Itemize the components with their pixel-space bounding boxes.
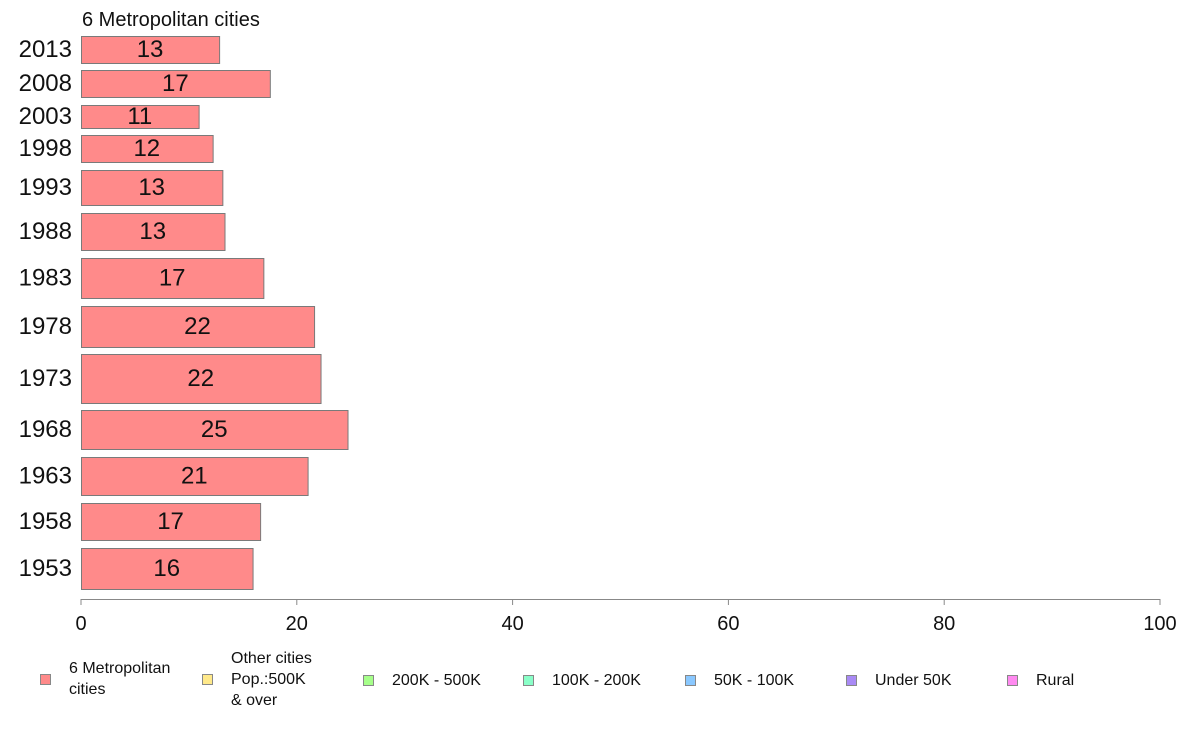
legend-swatch bbox=[202, 674, 213, 685]
bar-1953 bbox=[81, 548, 254, 590]
bar-value-label: 22 bbox=[184, 313, 211, 340]
bar-1978 bbox=[81, 306, 316, 348]
x-tick-label: 60 bbox=[717, 613, 739, 635]
legend-item-under-50k: Under 50K bbox=[846, 670, 952, 691]
bar-1973 bbox=[81, 354, 322, 404]
category-label: 1998 bbox=[19, 135, 72, 162]
x-tick-label: 100 bbox=[1143, 613, 1176, 635]
bar-value-label: 17 bbox=[159, 265, 186, 292]
bar-chart: 6 Metropolitan cities 132013172008112003… bbox=[19, 9, 1177, 635]
legend-label: 50K - 100K bbox=[714, 672, 795, 689]
bar-value-label: 22 bbox=[187, 365, 214, 392]
legend-swatch bbox=[1007, 675, 1018, 686]
chart-title: 6 Metropolitan cities bbox=[82, 9, 260, 31]
x-tick-label: 80 bbox=[933, 613, 955, 635]
bar-1988 bbox=[81, 213, 226, 251]
bar-1993 bbox=[81, 170, 224, 206]
legend-label: Other cities Pop.:500K & over bbox=[231, 650, 312, 709]
bar-2013 bbox=[81, 36, 221, 64]
legend: 6 Metropolitan cities Other cities Pop.:… bbox=[0, 646, 1188, 726]
x-axis: 0 20 40 60 80 100 bbox=[75, 599, 1177, 635]
category-label: 1988 bbox=[19, 218, 72, 245]
bar-value-label: 25 bbox=[201, 416, 228, 443]
legend-swatch bbox=[846, 675, 857, 686]
legend-swatch bbox=[363, 675, 374, 686]
category-label: 1953 bbox=[19, 555, 72, 582]
legend-swatch bbox=[523, 675, 534, 686]
bar-2008 bbox=[81, 70, 271, 98]
legend-swatch bbox=[40, 673, 51, 685]
bar-2003 bbox=[81, 105, 200, 129]
legend-item-other-cities: Other cities Pop.:500K & over bbox=[202, 648, 312, 711]
legend-item-50k-100k: 50K - 100K bbox=[685, 670, 794, 691]
legend-label: 200K - 500K bbox=[392, 672, 481, 689]
x-tick-label: 40 bbox=[501, 613, 523, 635]
category-label: 2003 bbox=[19, 103, 72, 130]
legend-label: 6 Metropolitan cities bbox=[69, 660, 171, 698]
category-label: 1983 bbox=[19, 265, 72, 292]
bar-1958 bbox=[81, 503, 262, 541]
bar-value-label: 17 bbox=[162, 70, 189, 97]
legend-item-metropolitan: 6 Metropolitan cities bbox=[40, 658, 170, 700]
legend-swatch bbox=[685, 675, 696, 686]
legend-label: Rural bbox=[1036, 672, 1075, 689]
bar-value-label: 12 bbox=[133, 135, 160, 162]
category-label: 1963 bbox=[19, 463, 72, 490]
bar-1968 bbox=[81, 410, 349, 450]
bars-group: 13 2013 17 2008 11 2003 12 1998 13 1993 13 1988 17 19… bbox=[19, 36, 349, 590]
legend-label: Under 50K bbox=[875, 672, 952, 689]
bar-value-label: 17 bbox=[157, 508, 184, 535]
bar-1998 bbox=[81, 135, 214, 163]
bar-value-label: 13 bbox=[138, 174, 165, 201]
category-label: 1978 bbox=[19, 313, 72, 340]
legend-label: 100K - 200K bbox=[552, 672, 641, 689]
category-label: 2008 bbox=[19, 70, 72, 97]
legend-item-rural: Rural bbox=[1007, 670, 1074, 691]
category-label: 1973 bbox=[19, 365, 72, 392]
category-label: 1968 bbox=[19, 416, 72, 443]
legend-item-200k-500k: 200K - 500K bbox=[363, 670, 481, 691]
category-label: 1958 bbox=[19, 508, 72, 535]
x-tick-label: 0 bbox=[75, 613, 86, 635]
bar-value-label: 13 bbox=[137, 36, 164, 63]
category-label: 1993 bbox=[19, 174, 72, 201]
legend-item-100k-200k: 100K - 200K bbox=[523, 670, 641, 691]
category-label: 2013 bbox=[19, 36, 72, 63]
bar-1983 bbox=[81, 258, 265, 299]
bar-value-label: 11 bbox=[127, 103, 152, 130]
bar-value-label: 16 bbox=[153, 555, 180, 582]
bar-1963 bbox=[81, 457, 309, 496]
bar-value-label: 21 bbox=[181, 463, 208, 490]
x-tick-label: 20 bbox=[286, 613, 308, 635]
bar-value-label: 13 bbox=[139, 218, 166, 245]
